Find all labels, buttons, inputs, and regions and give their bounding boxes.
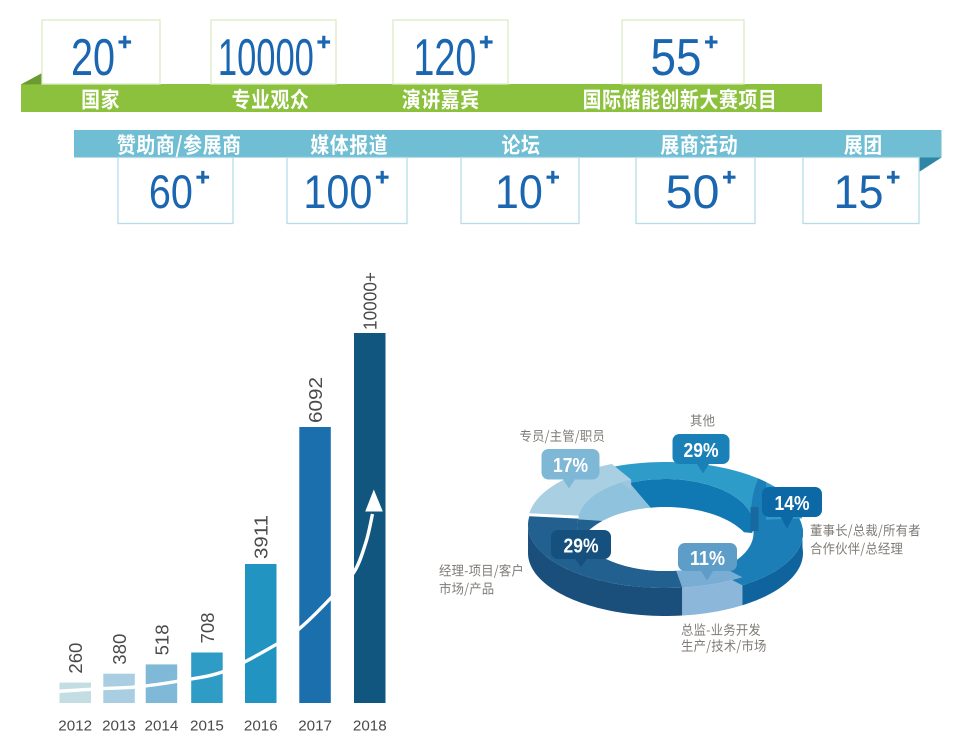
svg-text:15: 15 — [834, 166, 884, 218]
svg-text:50: 50 — [666, 166, 720, 218]
svg-text:2013: 2013 — [102, 718, 136, 735]
svg-text:2016: 2016 — [244, 718, 278, 735]
svg-text:29%: 29% — [684, 439, 719, 462]
svg-text:10000+: 10000+ — [360, 272, 381, 330]
svg-text:3911: 3911 — [251, 515, 272, 559]
svg-text:60: 60 — [149, 166, 193, 218]
svg-text:2014: 2014 — [145, 718, 179, 735]
svg-text:6092: 6092 — [305, 377, 326, 423]
svg-text:11%: 11% — [690, 547, 725, 570]
svg-text:380: 380 — [109, 634, 130, 665]
svg-text:55: 55 — [651, 29, 702, 87]
svg-text:120: 120 — [413, 29, 476, 87]
svg-text:10: 10 — [495, 166, 543, 218]
svg-text:17%: 17% — [553, 454, 588, 477]
svg-text:2018: 2018 — [353, 718, 387, 735]
svg-text:2017: 2017 — [298, 718, 332, 735]
svg-text:2015: 2015 — [190, 718, 224, 735]
svg-text:2012: 2012 — [58, 718, 92, 735]
svg-text:14%: 14% — [775, 492, 810, 515]
svg-text:100: 100 — [303, 166, 372, 218]
svg-text:29%: 29% — [564, 535, 599, 558]
svg-text:10000: 10000 — [218, 29, 314, 87]
svg-text:20: 20 — [71, 29, 115, 87]
svg-text:518: 518 — [151, 624, 172, 655]
svg-text:708: 708 — [197, 613, 218, 644]
svg-text:260: 260 — [65, 643, 86, 674]
